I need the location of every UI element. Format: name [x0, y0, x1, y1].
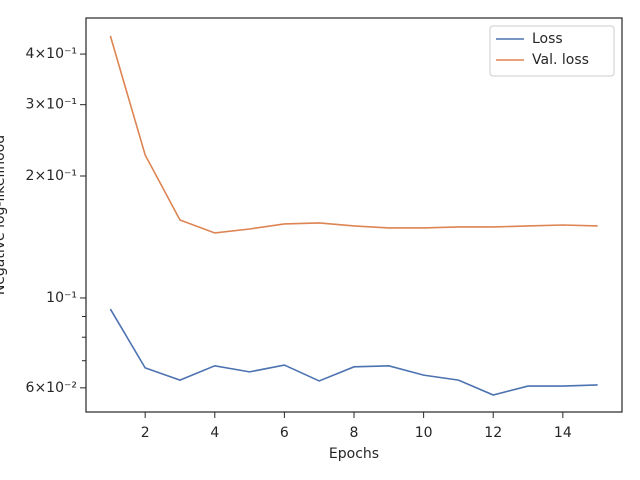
x-tick-label: 12	[484, 425, 502, 441]
y-tick-label: 6×10⁻²	[26, 380, 77, 396]
x-tick-label: 2	[141, 425, 150, 441]
plot-frame	[85, 17, 623, 413]
x-tick-label: 8	[350, 425, 359, 441]
y-tick-label: 2×10⁻¹	[26, 168, 77, 184]
legend-label: Val. loss	[532, 52, 589, 68]
y-tick-label: 10⁻¹	[46, 290, 77, 306]
y-axis-label: Negative log-likelihood	[0, 135, 8, 295]
x-tick-label: 14	[554, 425, 572, 441]
x-tick-label: 6	[280, 425, 289, 441]
x-tick-label: 10	[415, 425, 433, 441]
x-tick-label: 4	[210, 425, 219, 441]
series-line	[109, 35, 598, 234]
series-line	[109, 308, 598, 396]
y-tick-label: 3×10⁻¹	[26, 97, 77, 113]
y-tick-label: 4×10⁻¹	[26, 46, 77, 62]
x-axis-label: Epochs	[329, 446, 379, 462]
legend-label: Loss	[532, 31, 563, 47]
